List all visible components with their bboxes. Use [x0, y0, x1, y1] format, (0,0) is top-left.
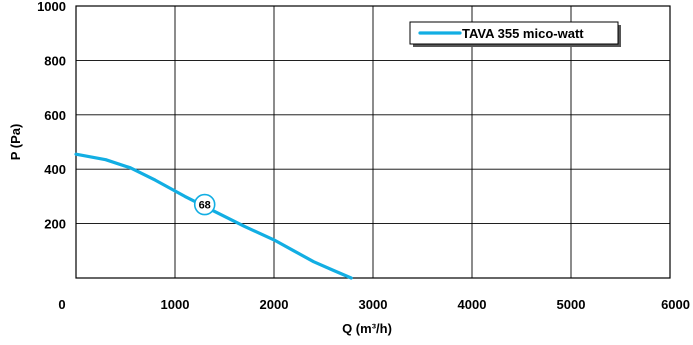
legend-entry: TAVA 355 mico-watt: [462, 26, 584, 41]
x-tick-labels: 0 1000 2000 3000 4000 5000 6000: [58, 297, 690, 312]
x-tick-label: 4000: [458, 297, 487, 312]
x-tick-label: 2000: [260, 297, 289, 312]
annotation-circle: [193, 193, 216, 216]
grid: [76, 6, 670, 278]
y-tick-label: 400: [44, 162, 66, 177]
series-layer: [74, 152, 353, 280]
x-tick-label: 3000: [359, 297, 388, 312]
series-line: [74, 152, 353, 280]
y-tick-label: 200: [44, 217, 66, 232]
annotation-label: 68: [199, 200, 211, 212]
legend: TAVA 355 mico-watt: [409, 21, 621, 47]
y-tick-label: 1000: [37, 0, 66, 14]
x-tick-label: 1000: [161, 297, 190, 312]
legend-box: [409, 21, 619, 45]
y-tick-label: 600: [44, 108, 66, 123]
y-axis-label: P (Pa): [8, 124, 23, 161]
x-tick-label: 5000: [557, 297, 586, 312]
y-tick-label: 800: [44, 53, 66, 68]
plot-frame: [75, 5, 671, 279]
x-tick-label: 0: [58, 297, 65, 312]
x-tick-label: 6000: [661, 297, 690, 312]
y-tick-labels: 200 400 600 800 1000: [37, 0, 66, 232]
x-axis-label: Q (m³/h): [342, 321, 392, 336]
annotation-layer: 68: [193, 193, 216, 216]
